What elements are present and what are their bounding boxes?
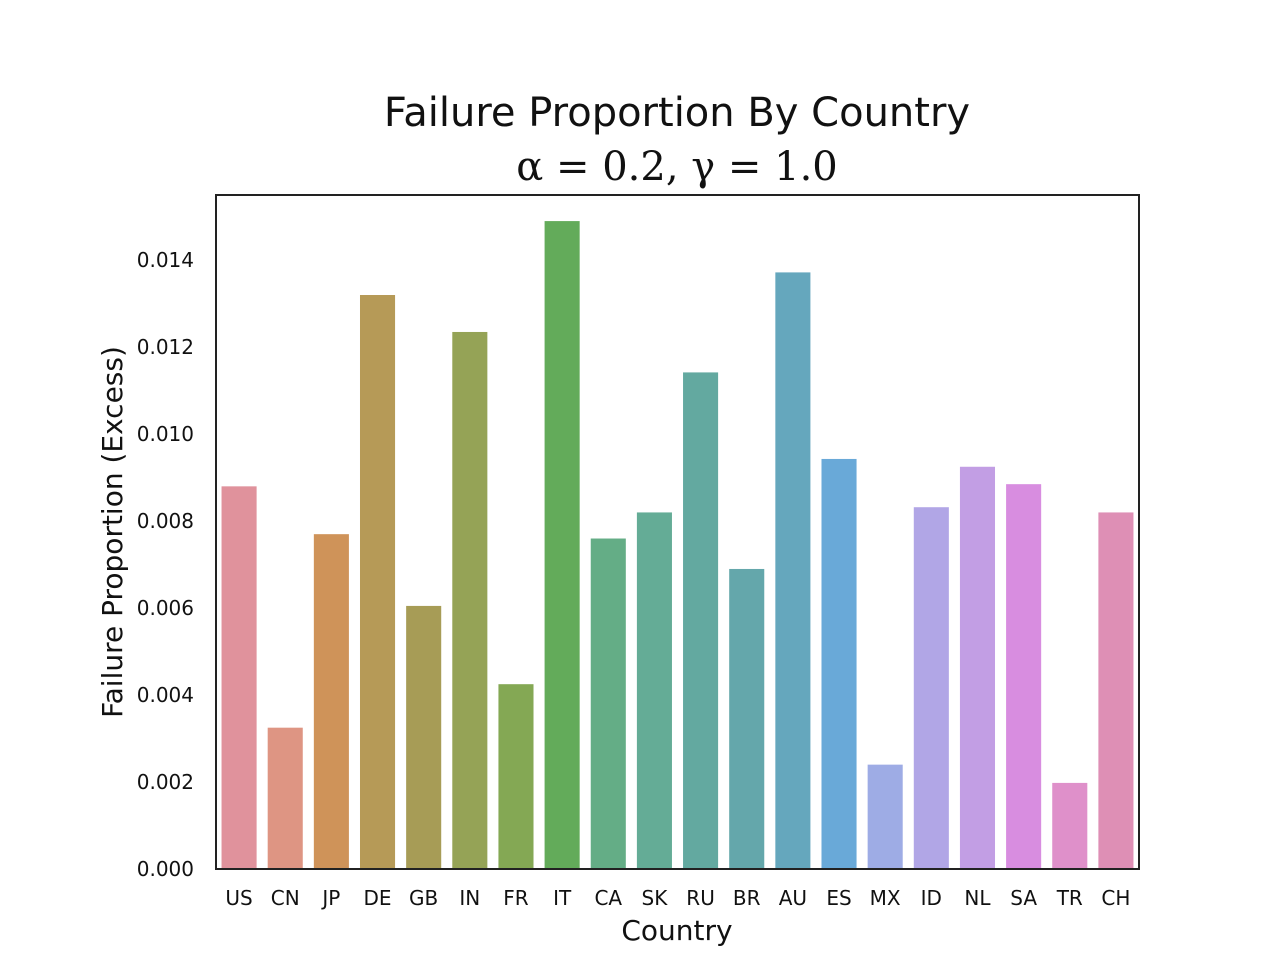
y-tick-label-2: 0.004 xyxy=(137,683,194,707)
x-tick-label-br: BR xyxy=(733,886,761,910)
bar-cn xyxy=(267,727,303,869)
x-tick-label-ch: CH xyxy=(1101,886,1130,910)
y-tick-label-0: 0.000 xyxy=(137,857,194,881)
bar-ch xyxy=(1098,512,1134,869)
x-tick-label-id: ID xyxy=(921,886,942,910)
x-tick-label-de: DE xyxy=(363,886,391,910)
bar-br xyxy=(729,568,765,869)
bar-ru xyxy=(683,372,719,869)
y-tick-label-5: 0.010 xyxy=(137,422,194,446)
x-tick-label-cn: CN xyxy=(271,886,300,910)
plot-area-frame xyxy=(215,194,1140,870)
bar-mx xyxy=(867,764,903,869)
x-tick-label-ca: CA xyxy=(594,886,622,910)
bar-sa xyxy=(1006,484,1042,869)
bar-gb xyxy=(406,605,442,869)
bar-fr xyxy=(498,684,534,869)
bar-id xyxy=(913,507,949,869)
x-tick-label-ru: RU xyxy=(686,886,715,910)
bars-group xyxy=(221,221,1134,870)
y-axis-label: Failure Proportion (Excess) xyxy=(96,346,129,718)
bar-nl xyxy=(959,466,996,869)
x-tick-label-au: AU xyxy=(779,886,807,910)
x-tick-label-it: IT xyxy=(553,886,572,910)
x-tick-label-fr: FR xyxy=(503,886,529,910)
x-tick-labels: US CN JP DE GB IN FR IT CA SK RU BR AU ES MX ID NL SA TR CH xyxy=(225,886,1130,910)
x-tick-label-es: ES xyxy=(826,886,851,910)
x-tick-label-sa: SA xyxy=(1010,886,1037,910)
x-tick-label-us: US xyxy=(225,886,252,910)
bar-it xyxy=(544,221,580,870)
bar-sk xyxy=(636,512,672,869)
x-tick-label-mx: MX xyxy=(870,886,901,910)
bar-de xyxy=(359,295,396,869)
x-tick-label-nl: NL xyxy=(964,886,991,910)
x-tick-label-jp: JP xyxy=(320,886,340,910)
bar-au xyxy=(775,272,811,869)
chart-title: Failure Proportion By Country xyxy=(384,90,970,136)
chart-subtitle: α = 0.2, γ = 1.0 xyxy=(516,144,837,190)
bar-jp xyxy=(313,534,349,869)
y-tick-label-4: 0.008 xyxy=(137,509,194,533)
y-tick-labels: 0.000 0.002 0.004 0.006 0.008 0.010 0.012 0.014 xyxy=(137,248,194,881)
bar-in xyxy=(452,331,488,870)
y-tick-label-6: 0.012 xyxy=(137,335,194,359)
bar-ca xyxy=(590,538,626,869)
x-tick-label-tr: TR xyxy=(1056,886,1083,910)
y-tick-label-3: 0.006 xyxy=(137,596,194,620)
x-axis-label: Country xyxy=(621,914,732,947)
bar-us xyxy=(221,486,257,869)
bar-es xyxy=(821,458,857,869)
x-tick-label-gb: GB xyxy=(409,886,438,910)
bar-tr xyxy=(1052,782,1088,869)
y-tick-label-1: 0.002 xyxy=(137,770,194,794)
x-tick-label-in: IN xyxy=(459,886,480,910)
x-tick-label-sk: SK xyxy=(642,886,669,910)
y-tick-label-7: 0.014 xyxy=(137,248,194,272)
